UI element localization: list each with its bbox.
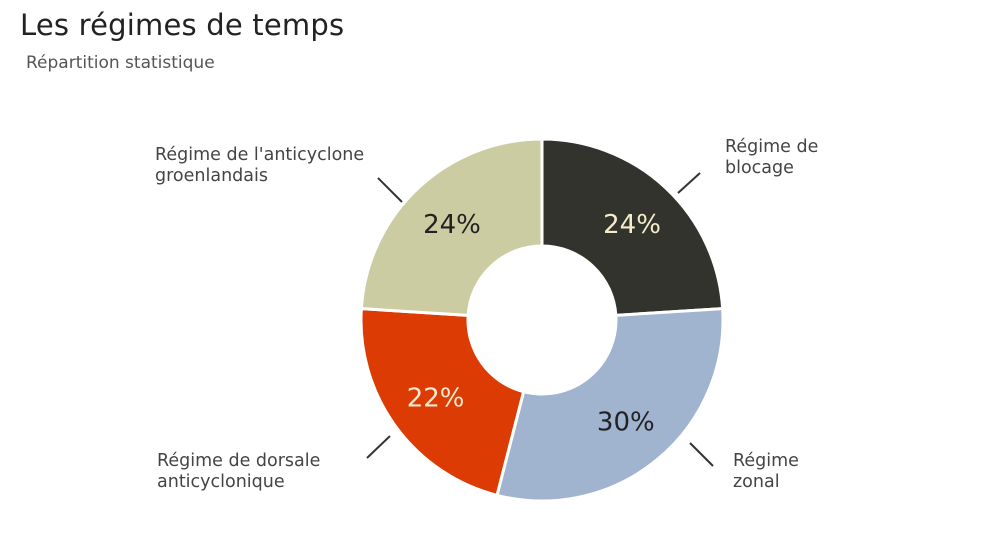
- donut-slice-3: [359, 307, 526, 498]
- leader-line-4: [377, 177, 403, 203]
- slice-value-label-4: 24%: [423, 210, 481, 240]
- leader-line-3: [366, 435, 391, 459]
- slice-category-label-4: Régime de l'anticyclone groenlandais: [155, 145, 364, 186]
- slice-category-label-1: Régime de blocage: [725, 137, 818, 178]
- slice-value-label-1: 24%: [603, 210, 661, 240]
- chart-subtitle: Répartition statistique: [26, 53, 215, 73]
- donut-slice-1: [540, 137, 725, 317]
- chart-title: Les régimes de temps: [20, 8, 345, 42]
- donut-slice-2: [495, 307, 725, 503]
- slice-value-label-2: 30%: [597, 407, 655, 437]
- slice-value-label-3: 22%: [407, 383, 465, 413]
- donut-slice-4: [359, 137, 544, 317]
- leader-line-1: [677, 172, 701, 194]
- slice-category-label-3: Régime de dorsale anticyclonique: [157, 451, 320, 492]
- leader-line-2: [689, 442, 714, 467]
- slice-category-label-2: Régime zonal: [733, 451, 799, 492]
